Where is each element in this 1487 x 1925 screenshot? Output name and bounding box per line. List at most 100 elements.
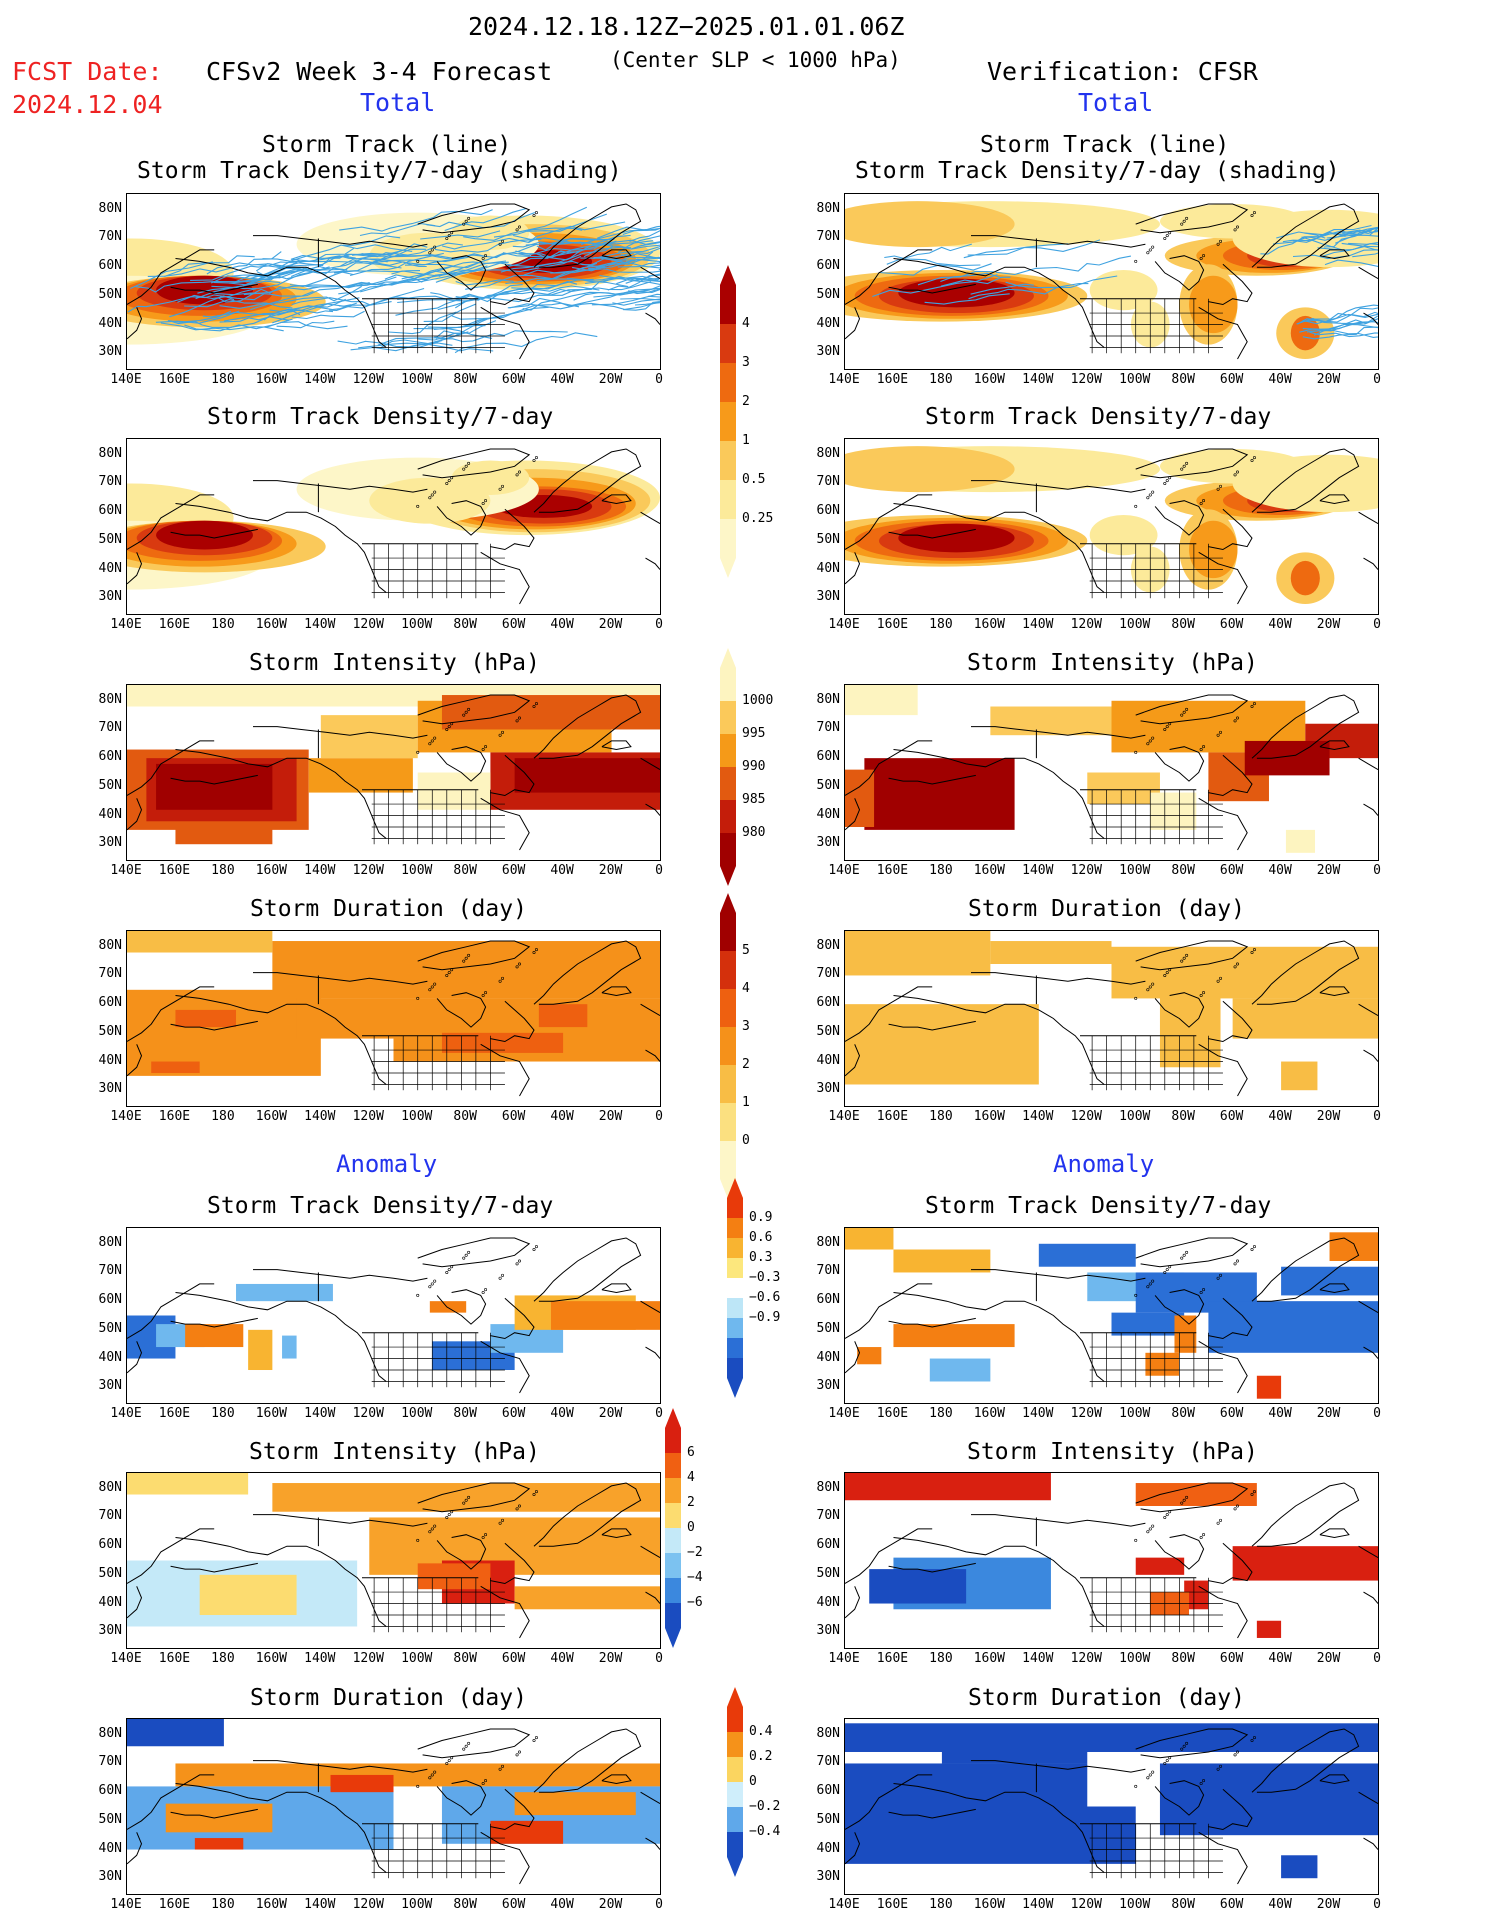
lon-label: 120W — [1070, 1109, 1102, 1124]
lat-label: 30N — [98, 1623, 122, 1639]
lat-label: 30N — [816, 1378, 840, 1394]
lon-label: 140W — [304, 617, 336, 632]
lon-label: 40W — [550, 1897, 574, 1912]
lat-label: 30N — [816, 1081, 840, 1097]
lon-label: 20W — [598, 1406, 623, 1421]
lon-label: 140W — [1022, 863, 1054, 878]
lat-label: 60N — [816, 1783, 840, 1799]
map-duration-total-cfsr — [844, 930, 1379, 1107]
colorbar-tick-label: 5 — [742, 943, 750, 958]
lon-label: 80W — [1171, 863, 1195, 878]
lat-label: 60N — [98, 995, 122, 1011]
colorbar-tick-label: 2 — [742, 394, 750, 409]
lon-label: 140E — [828, 1897, 860, 1912]
lon-label: 160W — [255, 1897, 288, 1912]
title-track-shading-left: Storm Track Density/7-day (shading) — [137, 158, 622, 184]
fcst-date-value: 2024.12.04 — [12, 90, 163, 119]
lon-label: 80W — [453, 863, 477, 878]
colorbar-tick-label: 0.3 — [749, 1250, 773, 1265]
lat-label: 30N — [98, 589, 122, 605]
verification-label: Verification: CFSR — [987, 57, 1258, 86]
lon-label: 20W — [598, 863, 623, 878]
section-anomaly-left: Anomaly — [336, 1150, 438, 1178]
lat-label: 60N — [98, 749, 122, 765]
lon-label: 20W — [1316, 1651, 1341, 1666]
lon-label: 60W — [1219, 1897, 1244, 1912]
p6R-canvas — [845, 1473, 1378, 1639]
lon-label: 100W — [401, 863, 433, 878]
colorbar-density: 4 3 2 1 0.5 0.25 — [720, 265, 773, 582]
colorbar-tick-label: 0.9 — [749, 1210, 773, 1225]
lon-label: 140W — [1022, 1109, 1054, 1124]
lon-label: 140E — [828, 1109, 860, 1124]
lon-label: 60W — [1219, 863, 1244, 878]
lon-label: 140W — [1022, 1897, 1054, 1912]
lat-label: 70N — [816, 474, 840, 490]
lon-label: 0 — [1373, 1897, 1381, 1912]
lat-label: 60N — [816, 503, 840, 519]
lat-label: 80N — [98, 691, 122, 707]
colorbar-tick-label: 1 — [742, 433, 750, 448]
lon-label: 0 — [655, 863, 663, 878]
colorbar-tick-label: −0.9 — [749, 1310, 781, 1325]
lat-label: 80N — [98, 200, 122, 216]
lat-label: 30N — [816, 835, 840, 851]
lat-label: 30N — [98, 1081, 122, 1097]
lon-label: 140E — [110, 1651, 142, 1666]
model-title: CFSv2 Week 3-4 Forecast — [206, 57, 553, 86]
lon-label: 60W — [501, 863, 526, 878]
lon-label: 20W — [598, 1651, 623, 1666]
title-anom-duration-left: Storm Duration (day) — [250, 1685, 527, 1711]
lon-label: 160W — [255, 1109, 288, 1124]
lon-label: 140E — [828, 1406, 860, 1421]
p3L-canvas — [127, 685, 660, 851]
lat-label: 50N — [816, 1811, 840, 1827]
colorbar-tick-label: 2 — [687, 1495, 695, 1510]
lon-label: 60W — [1219, 1651, 1244, 1666]
colorbar-tick-label: 0.4 — [749, 1724, 773, 1739]
lon-label: 140W — [304, 1897, 336, 1912]
lon-label: 80W — [1171, 1651, 1195, 1666]
lon-label: 100W — [1119, 617, 1151, 632]
lat-label: 30N — [816, 589, 840, 605]
lon-label: 60W — [1219, 372, 1244, 387]
lon-label: 60W — [501, 1651, 526, 1666]
lon-label: 120W — [352, 617, 384, 632]
lat-label: 40N — [98, 560, 122, 576]
colorbar-tick-label: 0.6 — [749, 1230, 773, 1245]
lon-label: 140E — [110, 863, 142, 878]
cb-intensity-bar — [720, 648, 736, 886]
map-density-total-cfsr — [844, 438, 1379, 615]
lon-label: 0 — [1373, 1651, 1381, 1666]
time-range-title: 2024.12.18.12Z−2025.01.01.06Z — [468, 12, 905, 41]
title-track-line-right: Storm Track (line) — [980, 132, 1230, 158]
lon-label: 120W — [1070, 1406, 1102, 1421]
lat-label: 80N — [98, 937, 122, 953]
lon-label: 180 — [211, 863, 235, 878]
colorbar-tick-label: −0.4 — [749, 1824, 781, 1839]
p4L-canvas — [127, 931, 660, 1097]
lon-label: 180 — [211, 1897, 235, 1912]
lon-label: 160E — [158, 1109, 191, 1124]
lon-label: 120W — [1070, 617, 1102, 632]
lon-label: 140E — [110, 1406, 142, 1421]
title-duration-right: Storm Duration (day) — [968, 896, 1245, 922]
lon-label: 160W — [973, 1651, 1006, 1666]
lon-label: 160E — [158, 863, 191, 878]
colorbar-tick-label: 980 — [742, 825, 766, 840]
lon-label: 20W — [1316, 1109, 1341, 1124]
lon-label: 20W — [1316, 863, 1341, 878]
lat-label: 50N — [816, 777, 840, 793]
lon-label: 140W — [1022, 1406, 1054, 1421]
lon-label: 100W — [401, 1406, 433, 1421]
colorbar-anomaly-density: 0.9 0.6 0.3 −0.3 −0.6 −0.9 — [727, 1178, 780, 1402]
lat-label: 80N — [816, 691, 840, 707]
section-total-left: Total — [360, 88, 436, 117]
lon-label: 100W — [401, 1109, 433, 1124]
lon-label: 80W — [1171, 372, 1195, 387]
lat-label: 70N — [816, 966, 840, 982]
colorbar-tick-label: 1000 — [742, 693, 774, 708]
lon-label: 160E — [876, 1897, 909, 1912]
cb-duration-bar — [720, 893, 736, 1199]
lon-label: 0 — [655, 1897, 663, 1912]
